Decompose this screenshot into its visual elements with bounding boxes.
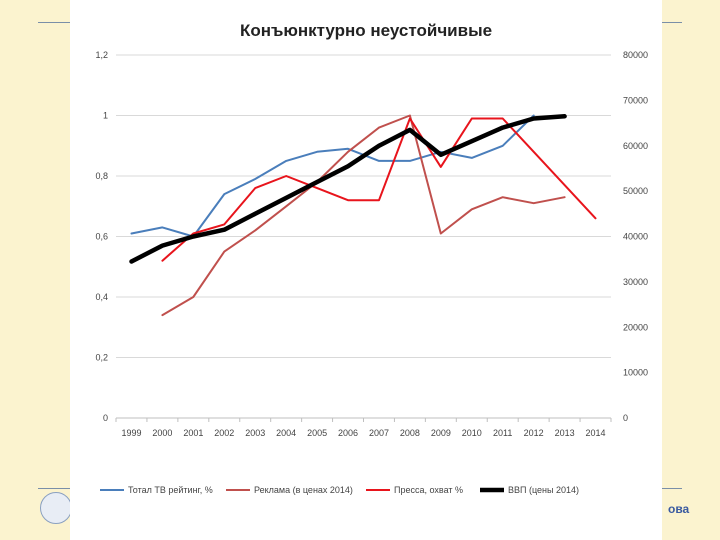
x-tick-label: 2013 [555, 428, 575, 438]
x-tick-label: 2004 [276, 428, 296, 438]
legend-label: Тотал ТВ рейтинг, % [128, 485, 213, 495]
legend-label: Пресса, охват % [394, 485, 463, 495]
series-line-2 [161, 117, 597, 262]
x-tick-label: 2001 [183, 428, 203, 438]
right-tick-label: 70000 [623, 95, 648, 105]
right-tick-label: 80000 [623, 50, 648, 60]
x-tick-label: 2002 [214, 428, 234, 438]
left-tick-label: 1,2 [95, 50, 108, 60]
x-tick-label: 2012 [524, 428, 544, 438]
x-tick-label: 2003 [245, 428, 265, 438]
left-tick-label: 0,6 [95, 232, 108, 242]
right-tick-label: 10000 [623, 368, 648, 378]
x-tick-label: 2009 [431, 428, 451, 438]
x-axis-ticks: 1999 2000 2001 2002 2003 2004 2005 2006 2007 2008… [115, 418, 612, 438]
x-tick-label: 2006 [338, 428, 358, 438]
legend: Тотал ТВ рейтинг, % Реклама (в ценах 2014… [100, 485, 579, 495]
x-tick-label: 2011 [493, 428, 512, 438]
right-tick-label: 50000 [623, 186, 648, 196]
x-tick-label: 2010 [462, 428, 482, 438]
x-tick-label: 2000 [152, 428, 172, 438]
x-tick-label: 2007 [369, 428, 389, 438]
right-tick-label: 40000 [623, 232, 648, 242]
right-tick-label: 60000 [623, 141, 648, 151]
left-tick-label: 0 [103, 413, 108, 423]
x-tick-label: 1999 [121, 428, 141, 438]
left-tick-label: 1 [103, 111, 108, 121]
series-line-0 [130, 114, 535, 238]
chart-title: Конъюнктурно неустойчивые [240, 21, 492, 40]
line-chart: Конъюнктурно неустойчивые 0 0,2 0,4 0,6 0,8 1… [95, 21, 648, 495]
x-tick-label: 2005 [307, 428, 327, 438]
left-tick-label: 0,4 [95, 292, 108, 302]
right-tick-label: 30000 [623, 277, 648, 287]
x-tick-label: 2008 [400, 428, 420, 438]
legend-label: ВВП (цены 2014) [508, 485, 579, 495]
left-axis-ticks: 0 0,2 0,4 0,6 0,8 1 1,2 [95, 50, 108, 423]
slide-brand-text: ова [668, 502, 690, 516]
right-tick-label: 20000 [623, 322, 648, 332]
chart-panel: Конъюнктурно неустойчивые 0 0,2 0,4 0,6 0,8 1… [70, 0, 662, 540]
globe-logo-icon [40, 492, 72, 524]
series-lines [129, 114, 597, 317]
legend-label: Реклама (в ценах 2014) [254, 485, 353, 495]
left-tick-label: 0,8 [95, 171, 108, 181]
series-line-1 [161, 114, 566, 317]
series-line-3 [129, 114, 567, 264]
left-tick-label: 0,2 [95, 353, 108, 363]
x-tick-label: 2014 [586, 428, 606, 438]
right-tick-label: 0 [623, 413, 628, 423]
right-axis-ticks: 0 10000 20000 30000 40000 50000 60000 70000 8000… [623, 50, 648, 423]
